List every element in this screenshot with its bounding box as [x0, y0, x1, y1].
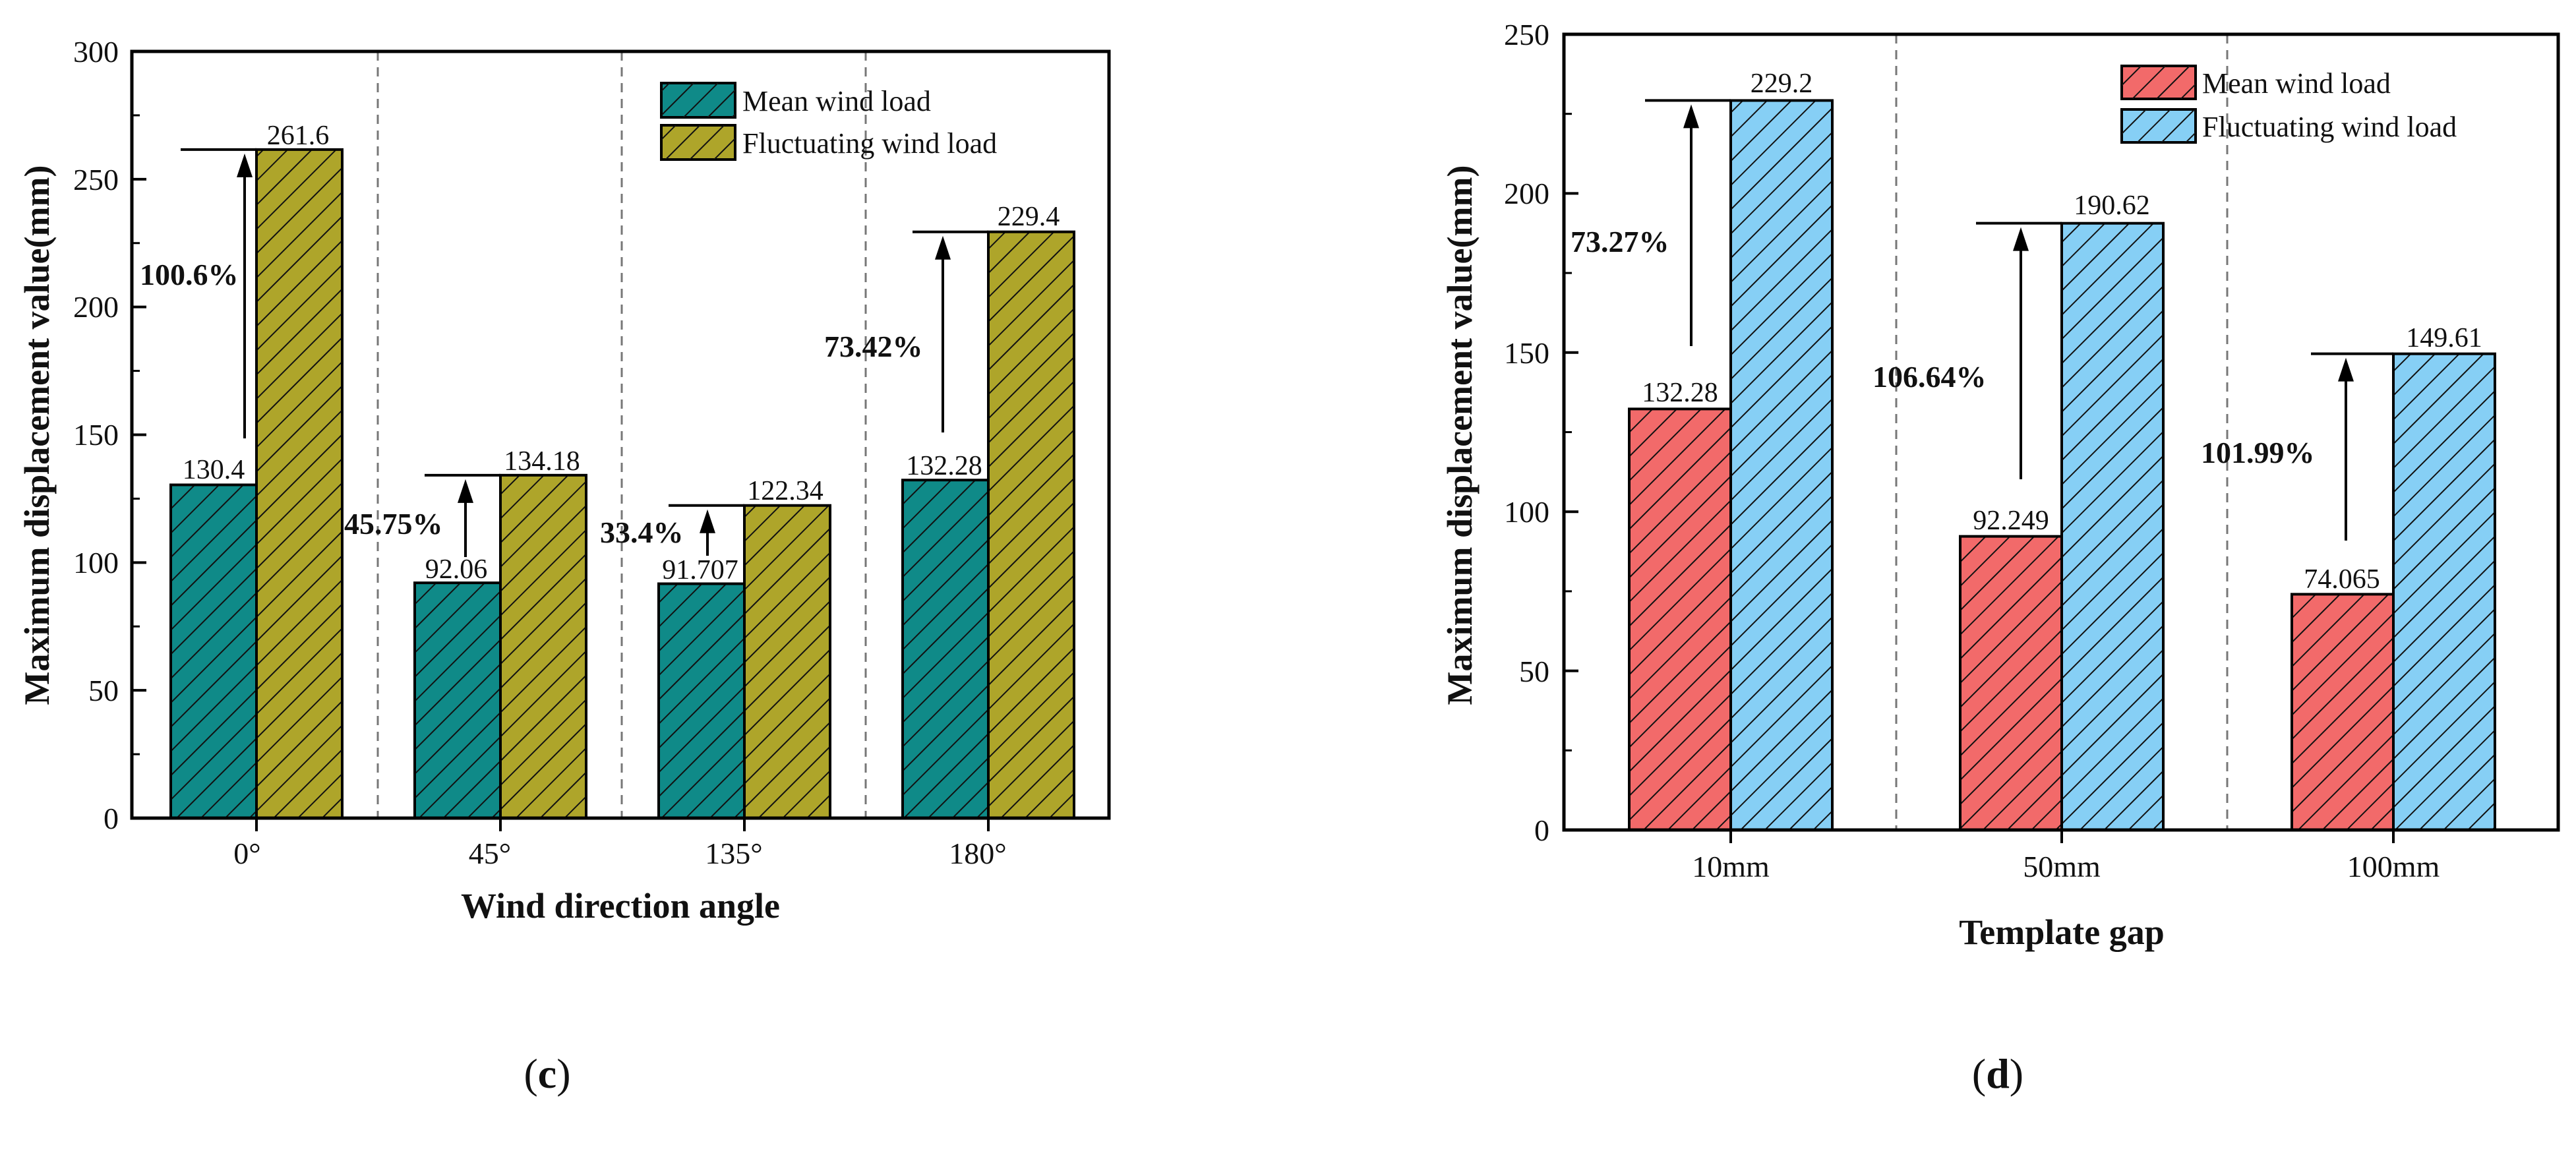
x-tick-label: 50mm — [2023, 850, 2101, 883]
data-label: 229.2 — [1751, 69, 1813, 99]
increase-arrowhead — [1683, 104, 1699, 129]
increase-arrowhead — [2338, 357, 2354, 382]
bar-hatch — [987, 230, 1075, 819]
y-tick-label: 50 — [1519, 655, 1549, 688]
y-axis-title: Maximum displacement value(mm) — [1440, 165, 1480, 705]
plot-area-frame — [1562, 32, 2560, 832]
y-tick-label: 100 — [73, 546, 119, 579]
chart-panel-c: 0 50 100 150 200 250 300 0° 45° 135° 180… — [17, 35, 1111, 926]
x-tick-label: 0° — [233, 837, 260, 870]
bar-hatch — [2392, 352, 2496, 831]
x-axis-title: Template gap — [1959, 912, 2165, 952]
bar-hatch — [1959, 535, 2063, 831]
y-tick-label: 250 — [1504, 18, 1549, 51]
increase-arrowhead — [700, 509, 715, 533]
data-label: 74.065 — [2304, 564, 2380, 595]
y-tick-label: 0 — [104, 802, 119, 835]
plot-area-frame — [130, 49, 1111, 820]
x-axis-title: Wind direction angle — [461, 886, 780, 926]
y-tick-label: 150 — [73, 418, 119, 452]
percent-increase-label: 73.27% — [1571, 225, 1669, 258]
legend-swatch-hatch — [2122, 109, 2196, 142]
legend-entry: Fluctuating wind load — [2202, 111, 2457, 143]
bar-hatch — [169, 483, 258, 819]
legend-entry: Mean wind load — [2202, 67, 2391, 100]
panel-label-letter: d — [1986, 1050, 2010, 1097]
chart-panel-d: 0 50 100 150 200 250 10mm 50mm 100mm 132… — [1440, 18, 2560, 952]
bar-hatch — [1729, 99, 1834, 832]
bar-hatch — [743, 504, 831, 819]
data-label: 122.34 — [747, 476, 824, 506]
data-label: 149.61 — [2406, 323, 2482, 353]
data-label: 229.4 — [998, 202, 1060, 232]
bar-hatch — [499, 473, 587, 819]
y-tick-label: 200 — [73, 290, 119, 324]
legend-swatch-hatch — [2122, 66, 2196, 99]
legend-swatch-hatch — [661, 125, 735, 160]
data-label: 132.28 — [906, 451, 982, 481]
legend-entry: Fluctuating wind load — [742, 127, 997, 160]
bar-hatch — [657, 582, 746, 819]
bar-hatch — [1628, 407, 1732, 831]
data-label: 134.18 — [504, 446, 580, 477]
increase-arrowhead — [237, 153, 253, 177]
increase-arrowhead — [2013, 227, 2029, 251]
y-tick-label: 150 — [1504, 336, 1549, 370]
legend-swatch-hatch — [661, 83, 735, 117]
y-tick-label: 300 — [73, 35, 119, 69]
legend-entry: Mean wind load — [742, 85, 931, 117]
data-label: 92.249 — [1973, 506, 2049, 536]
percent-increase-label: 101.99% — [2201, 436, 2315, 469]
data-label: 92.06 — [425, 554, 488, 585]
data-label: 91.707 — [662, 555, 738, 585]
legend: Mean wind load Fluctuating wind load — [2120, 65, 2457, 144]
y-tick-label: 0 — [1534, 813, 1549, 847]
increase-arrowhead — [935, 235, 951, 260]
percent-increase-label: 73.42% — [824, 330, 923, 363]
y-tick-label: 200 — [1504, 177, 1549, 210]
x-tick-label: 180° — [949, 837, 1006, 870]
y-axis-title: Maximum displacement value(mm) — [17, 165, 57, 705]
percent-increase-label: 33.4% — [600, 516, 684, 549]
panel-label-c: (c) — [524, 1050, 570, 1097]
bar-hatch — [2060, 222, 2165, 831]
x-tick-label: 10mm — [1692, 850, 1770, 883]
data-label: 132.28 — [1642, 378, 1718, 408]
legend: Mean wind load Fluctuating wind load — [660, 82, 997, 161]
bar-hatch — [255, 148, 344, 819]
increase-arrowhead — [458, 479, 473, 503]
data-label: 190.62 — [2074, 191, 2150, 221]
data-label: 261.6 — [267, 121, 330, 151]
x-tick-label: 45° — [469, 837, 511, 870]
data-label: 130.4 — [183, 455, 245, 485]
panel-label-d: (d) — [1972, 1050, 2023, 1097]
percent-increase-label: 100.6% — [140, 258, 239, 291]
percent-increase-label: 106.64% — [1872, 360, 1987, 394]
bar-hatch — [2291, 593, 2395, 831]
x-tick-label: 100mm — [2347, 850, 2440, 883]
y-tick-label: 50 — [88, 674, 119, 707]
bar-hatch — [413, 581, 502, 819]
y-tick-label: 250 — [73, 163, 119, 196]
panel-label-letter: c — [538, 1050, 556, 1097]
bar-hatch — [901, 479, 990, 819]
percent-increase-label: 45.75% — [344, 507, 443, 541]
y-tick-label: 100 — [1504, 495, 1549, 529]
x-tick-label: 135° — [705, 837, 762, 870]
